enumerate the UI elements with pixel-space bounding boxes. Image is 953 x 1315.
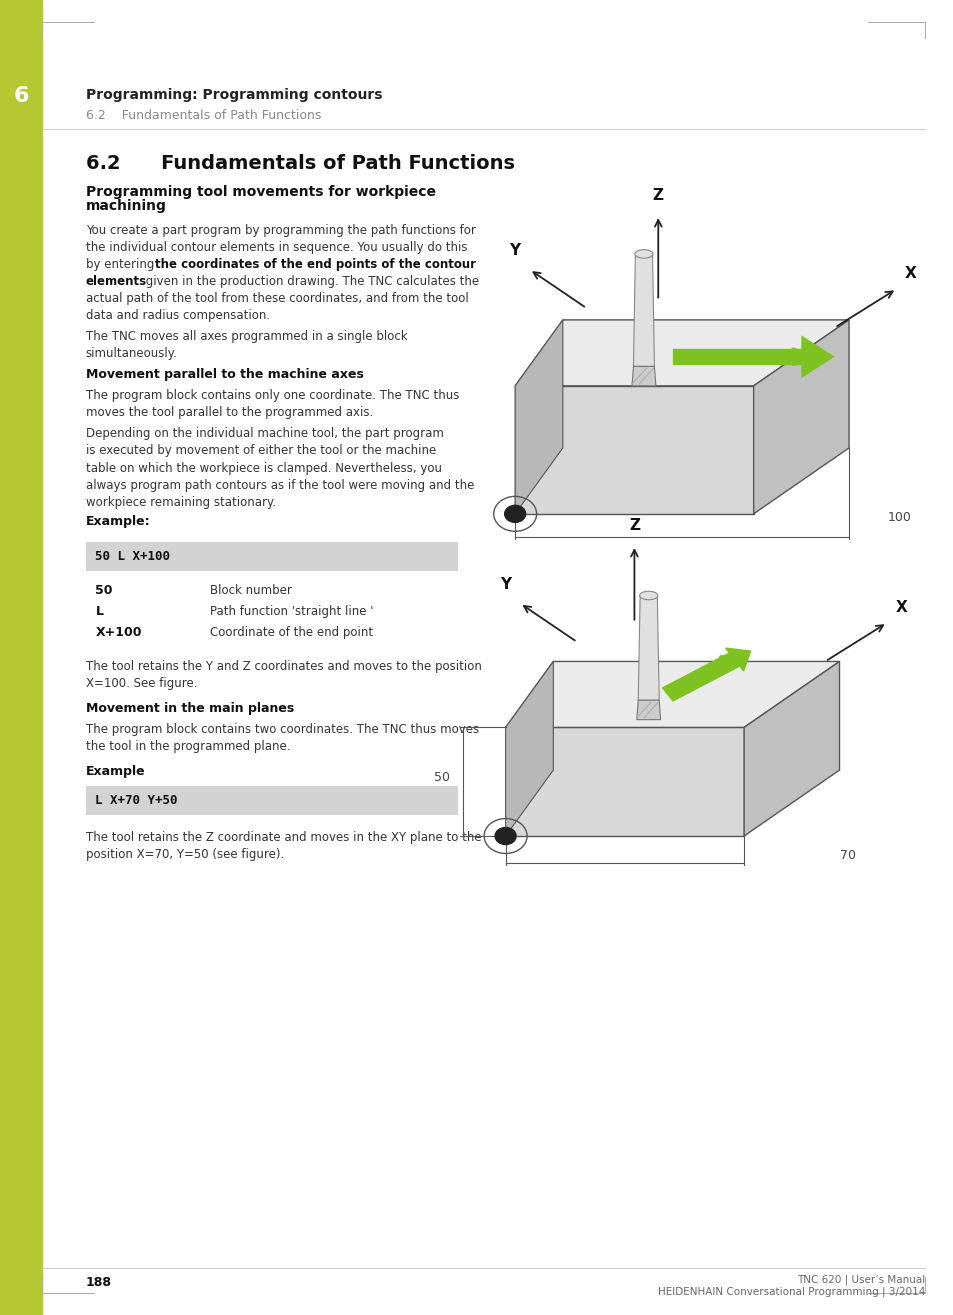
Text: position X=70, Y=50 (see figure).: position X=70, Y=50 (see figure).: [86, 848, 284, 861]
Text: 50 L X+100: 50 L X+100: [95, 550, 171, 563]
Text: Depending on the individual machine tool, the part program: Depending on the individual machine tool…: [86, 427, 443, 441]
Polygon shape: [637, 700, 659, 719]
Text: X+100: X+100: [95, 626, 142, 639]
Text: data and radius compensation.: data and radius compensation.: [86, 309, 270, 322]
Text: X=100. See figure.: X=100. See figure.: [86, 677, 197, 690]
Text: The tool retains the Y and Z coordinates and moves to the position: The tool retains the Y and Z coordinates…: [86, 660, 481, 673]
Text: Z: Z: [628, 518, 639, 534]
Polygon shape: [505, 661, 839, 727]
Polygon shape: [631, 367, 656, 385]
FancyArrow shape: [662, 648, 750, 701]
Text: The program block contains two coordinates. The TNC thus moves: The program block contains two coordinat…: [86, 723, 478, 736]
Circle shape: [495, 827, 516, 844]
Text: 6.2    Fundamentals of Path Functions: 6.2 Fundamentals of Path Functions: [86, 109, 321, 122]
Text: The tool retains the Z coordinate and moves in the XY plane to the: The tool retains the Z coordinate and mo…: [86, 831, 481, 844]
Bar: [86, 542, 457, 571]
Text: 6: 6: [13, 85, 29, 107]
Text: machining: machining: [86, 200, 167, 213]
Text: is executed by movement of either the tool or the machine: is executed by movement of either the to…: [86, 444, 436, 458]
Polygon shape: [743, 661, 839, 836]
Text: 50: 50: [434, 772, 450, 784]
Text: Example:: Example:: [86, 515, 151, 529]
Text: simultaneously.: simultaneously.: [86, 347, 177, 360]
Text: Path function 'straight line ': Path function 'straight line ': [210, 605, 373, 618]
Polygon shape: [801, 335, 834, 379]
Text: You create a part program by programming the path functions for: You create a part program by programming…: [86, 224, 476, 237]
Text: workpiece remaining stationary.: workpiece remaining stationary.: [86, 496, 275, 509]
Text: X: X: [895, 600, 906, 615]
Text: Movement parallel to the machine axes: Movement parallel to the machine axes: [86, 368, 363, 381]
Text: L X+70 Y+50: L X+70 Y+50: [95, 794, 177, 807]
Text: TNC 620 | User’s Manual
HEIDENHAIN Conversational Programming | 3/2014: TNC 620 | User’s Manual HEIDENHAIN Conve…: [658, 1274, 924, 1298]
Text: L: L: [95, 605, 103, 618]
Text: Y: Y: [499, 576, 511, 592]
Text: Y: Y: [509, 243, 520, 258]
Text: actual path of the tool from these coordinates, and from the tool: actual path of the tool from these coord…: [86, 292, 468, 305]
Ellipse shape: [635, 250, 653, 258]
Text: Block number: Block number: [210, 584, 292, 597]
Text: Movement in the main planes: Movement in the main planes: [86, 702, 294, 715]
Ellipse shape: [639, 592, 657, 600]
Text: X: X: [904, 266, 916, 281]
Polygon shape: [515, 385, 753, 514]
Text: The program block contains only one coordinate. The TNC thus: The program block contains only one coor…: [86, 389, 458, 402]
Text: Z: Z: [652, 188, 663, 204]
Bar: [0, 0, 42, 1315]
Polygon shape: [638, 596, 659, 700]
Text: moves the tool parallel to the programmed axis.: moves the tool parallel to the programme…: [86, 406, 373, 419]
Polygon shape: [753, 320, 848, 514]
Polygon shape: [633, 254, 654, 367]
Polygon shape: [505, 661, 553, 836]
Text: the individual contour elements in sequence. You usually do this: the individual contour elements in seque…: [86, 241, 467, 254]
Text: 6.2      Fundamentals of Path Functions: 6.2 Fundamentals of Path Functions: [86, 154, 515, 172]
Circle shape: [504, 505, 525, 522]
Polygon shape: [505, 727, 743, 836]
Text: the tool in the programmed plane.: the tool in the programmed plane.: [86, 740, 290, 753]
Text: by entering: by entering: [86, 258, 158, 271]
Text: table on which the workpiece is clamped. Nevertheless, you: table on which the workpiece is clamped.…: [86, 462, 441, 475]
Text: always program path contours as if the tool were moving and the: always program path contours as if the t…: [86, 479, 474, 492]
Text: Example: Example: [86, 765, 145, 778]
Text: the coordinates of the end points of the contour: the coordinates of the end points of the…: [154, 258, 475, 271]
Text: 50: 50: [95, 584, 112, 597]
Text: 188: 188: [86, 1276, 112, 1289]
Text: Programming tool movements for workpiece: Programming tool movements for workpiece: [86, 185, 436, 199]
Text: Programming: Programming contours: Programming: Programming contours: [86, 88, 382, 101]
Polygon shape: [515, 320, 562, 514]
Text: given in the production drawing. The TNC calculates the: given in the production drawing. The TNC…: [142, 275, 478, 288]
Text: The TNC moves all axes programmed in a single block: The TNC moves all axes programmed in a s…: [86, 330, 407, 343]
Text: Coordinate of the end point: Coordinate of the end point: [210, 626, 373, 639]
Text: 100: 100: [886, 512, 910, 525]
Text: elements: elements: [86, 275, 147, 288]
Bar: [86, 786, 457, 815]
Text: 70: 70: [839, 849, 855, 861]
Polygon shape: [515, 320, 848, 385]
